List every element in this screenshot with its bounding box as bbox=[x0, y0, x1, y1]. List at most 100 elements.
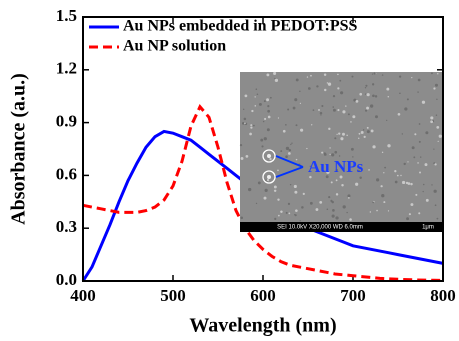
inset-grain bbox=[343, 205, 346, 208]
legend-label: Au NP solution bbox=[123, 38, 226, 55]
inset-grain bbox=[388, 210, 389, 211]
inset-grain bbox=[278, 117, 279, 118]
inset-grain bbox=[380, 185, 382, 187]
inset-scale: 1μm bbox=[422, 225, 434, 231]
inset-grain bbox=[248, 188, 251, 191]
inset-grain bbox=[359, 133, 361, 135]
inset-grain bbox=[433, 87, 435, 89]
inset-grain bbox=[431, 72, 433, 74]
inset-grain bbox=[321, 152, 323, 154]
inset-grain bbox=[333, 109, 336, 112]
inset-grain bbox=[308, 87, 311, 90]
inset-grain bbox=[413, 156, 415, 158]
inset-grain bbox=[365, 110, 367, 112]
inset-grain bbox=[318, 109, 320, 111]
x-tick-label: 600 bbox=[250, 286, 276, 305]
inset-grain bbox=[320, 112, 323, 115]
inset-grain bbox=[430, 116, 433, 119]
inset-grain bbox=[365, 87, 366, 88]
legend-label: Au NPs embedded in PEDOT:PSS bbox=[123, 18, 358, 35]
inset-grain bbox=[328, 196, 330, 198]
inset-grain bbox=[387, 144, 390, 147]
inset-grain bbox=[307, 76, 308, 77]
inset-grain bbox=[434, 190, 437, 193]
inset-grain bbox=[268, 116, 271, 119]
inset-grain bbox=[422, 101, 425, 104]
inset-grain bbox=[371, 130, 374, 133]
inset-grain bbox=[375, 95, 377, 97]
inset-grain bbox=[259, 103, 262, 106]
inset-grain bbox=[365, 85, 367, 87]
inset-grain bbox=[306, 148, 307, 149]
inset-grain bbox=[404, 163, 406, 165]
inset-grain bbox=[277, 198, 279, 200]
inset-grain bbox=[437, 218, 439, 220]
inset-grain bbox=[253, 125, 255, 127]
inset-grain bbox=[358, 138, 359, 139]
inset-grain bbox=[319, 201, 322, 204]
inset-grain bbox=[327, 82, 328, 83]
inset-grain bbox=[381, 194, 384, 197]
inset-grain bbox=[328, 82, 331, 85]
inset-grain bbox=[436, 115, 437, 116]
inset-grain bbox=[275, 79, 278, 82]
inset-grain bbox=[342, 110, 345, 113]
inset-grain bbox=[337, 109, 339, 111]
inset-grain bbox=[341, 184, 343, 186]
inset-grain bbox=[296, 124, 298, 126]
inset-grain bbox=[332, 209, 335, 212]
inset-grain bbox=[422, 191, 423, 192]
inset-grain bbox=[372, 202, 374, 204]
inset-grain bbox=[400, 175, 401, 176]
x-tick-label: 700 bbox=[340, 286, 366, 305]
y-tick-label: 1.2 bbox=[56, 59, 77, 78]
inset-grain bbox=[415, 194, 417, 196]
inset-grain bbox=[340, 176, 343, 179]
inset-grain bbox=[285, 155, 288, 158]
inset-grain bbox=[337, 87, 339, 89]
inset-grain bbox=[296, 159, 297, 160]
inset-grain bbox=[433, 148, 434, 149]
inset-grain bbox=[395, 181, 398, 184]
inset-grain bbox=[372, 94, 375, 97]
inset-grain bbox=[280, 150, 282, 152]
inset-grain bbox=[376, 210, 378, 212]
inset-grain bbox=[368, 169, 370, 171]
x-tick-label: 800 bbox=[430, 286, 456, 305]
inset-grain bbox=[324, 89, 326, 91]
inset-grain bbox=[244, 123, 246, 125]
x-tick-label: 400 bbox=[70, 286, 96, 305]
inset-grain bbox=[430, 120, 433, 123]
inset-grain bbox=[336, 134, 337, 135]
inset-label: Au NPs bbox=[308, 157, 364, 176]
inset-grain bbox=[267, 110, 270, 113]
inset-grain bbox=[423, 184, 425, 186]
inset-grain bbox=[267, 128, 270, 131]
inset-grain bbox=[399, 76, 401, 78]
inset-grain bbox=[269, 158, 271, 160]
inset-grain bbox=[350, 121, 352, 123]
inset-grain bbox=[334, 137, 336, 139]
inset-grain bbox=[273, 72, 276, 75]
inset-grain bbox=[367, 127, 369, 129]
inset-grain bbox=[299, 91, 300, 92]
inset-grain bbox=[243, 109, 244, 110]
inset-grain bbox=[336, 193, 338, 195]
inset-grain bbox=[286, 212, 288, 214]
inset-grain bbox=[425, 131, 428, 134]
inset-grain bbox=[274, 218, 276, 220]
inset-grain bbox=[264, 118, 266, 120]
inset-grain bbox=[338, 133, 340, 135]
y-tick-label: 0.3 bbox=[56, 217, 77, 236]
inset-grain bbox=[313, 109, 315, 111]
inset-grain bbox=[406, 217, 409, 220]
inset-grain bbox=[340, 137, 343, 140]
inset-grain bbox=[264, 197, 267, 200]
inset-grain bbox=[265, 189, 268, 192]
inset-grain bbox=[274, 78, 275, 79]
inset-grain bbox=[404, 107, 407, 110]
inset-grain bbox=[410, 203, 413, 206]
inset-grain bbox=[283, 130, 286, 133]
inset-grain bbox=[376, 178, 379, 181]
inset-grain bbox=[295, 214, 297, 216]
